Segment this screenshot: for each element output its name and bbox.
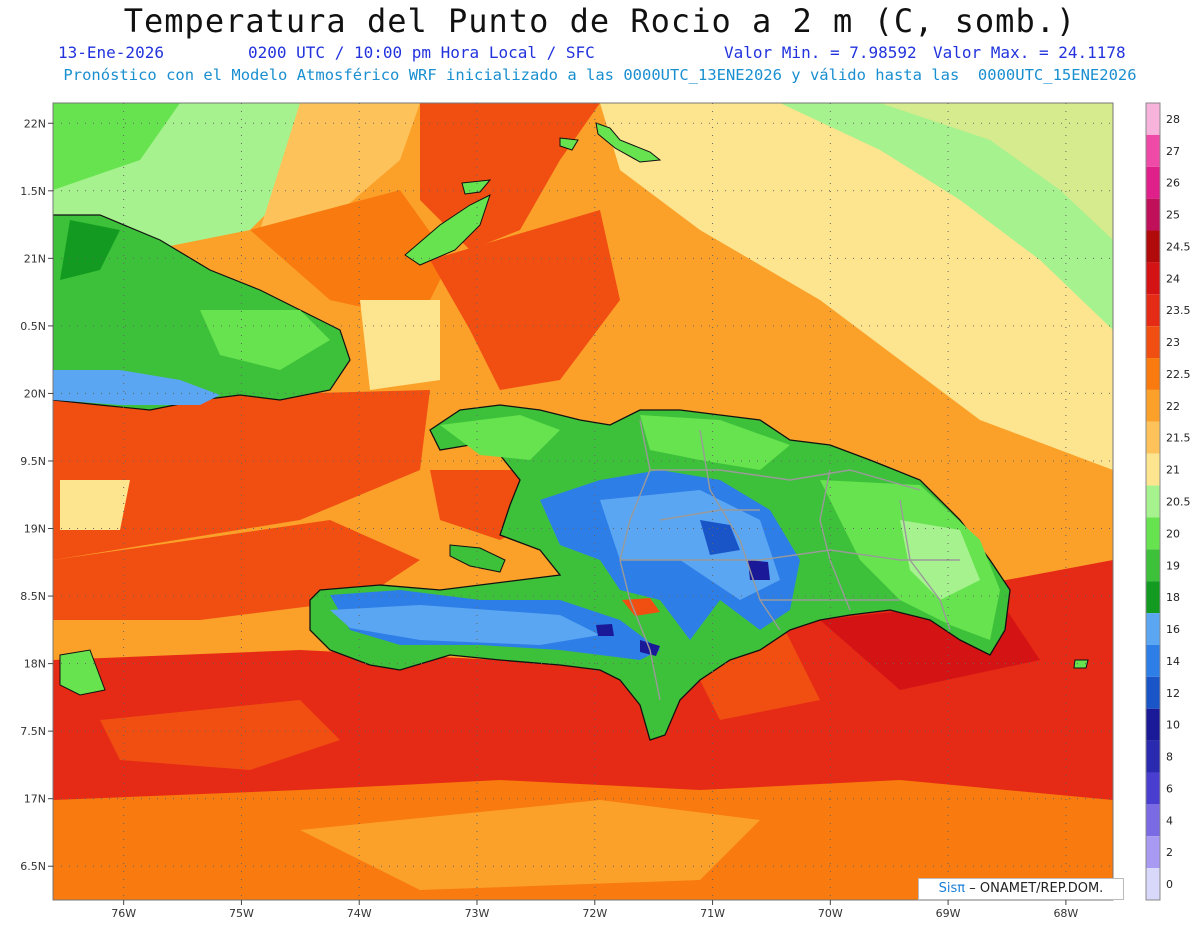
color-legend: 2827262524.52423.52322.52221.52120.52019… — [1145, 102, 1191, 901]
lon-tick-label: 71W — [700, 907, 725, 920]
legend-label: 24 — [1166, 272, 1180, 285]
caicos-islands — [595, 122, 662, 163]
legend-label: 10 — [1166, 719, 1180, 732]
legend-swatch — [1146, 644, 1160, 677]
legend-label: 21.5 — [1166, 432, 1191, 445]
legend-label: 0 — [1166, 878, 1173, 891]
legend-swatch — [1146, 453, 1160, 486]
credit-box: Sisπ – ONAMET/REP.DOM. — [918, 878, 1124, 900]
credit-text: – ONAMET/REP.DOM. — [969, 881, 1104, 896]
legend-swatch — [1146, 198, 1160, 231]
legend-label: 18 — [1166, 591, 1180, 604]
lon-tick-label: 74W — [347, 907, 372, 920]
legend-swatch — [1146, 262, 1160, 295]
legend-label: 26 — [1166, 177, 1180, 190]
lat-tick-label: 21N — [24, 252, 46, 265]
legend-label: 20.5 — [1166, 496, 1191, 509]
forecast-description: Pronóstico con el Modelo Atmosférico WRF… — [63, 66, 1137, 84]
axis-labels: 22N 1.5N 21N 0.5N 20N 9.5N 19N 8.5N 18N 7.5N 17N 6.… — [20, 117, 1078, 920]
map-title: Temperatura del Punto de Rocio a 2 m (C,… — [123, 2, 1077, 40]
province-borders — [619, 419, 960, 701]
lat-tick-label: 8.5N — [20, 590, 46, 603]
lat-tick-label: 0.5N — [20, 320, 46, 333]
graticule — [53, 103, 1113, 900]
plot-frame — [52, 102, 1114, 901]
legend-swatch — [1146, 708, 1160, 741]
legend-swatch — [1146, 549, 1160, 582]
lat-tick-label: 22N — [24, 117, 46, 130]
legend-label: 8 — [1166, 751, 1173, 764]
legend-label: 6 — [1166, 782, 1173, 795]
legend-label: 22.5 — [1166, 368, 1191, 381]
dewpoint-field — [53, 103, 1113, 900]
legend-label: 22 — [1166, 400, 1180, 413]
legend-label: 27 — [1166, 145, 1180, 158]
sispi-logo: Sisπ — [938, 881, 966, 896]
legend-label: 12 — [1166, 687, 1180, 700]
forecast-date: 13-Ene-2026 — [58, 43, 164, 62]
lon-tick-label: 73W — [465, 907, 490, 920]
inagua-island — [404, 194, 491, 266]
legend-swatch — [1146, 166, 1160, 199]
max-value: Valor Max. = 24.1178 — [933, 43, 1126, 62]
legend-swatch — [1146, 230, 1160, 263]
legend-label: 14 — [1166, 655, 1180, 668]
legend-label: 23.5 — [1166, 304, 1191, 317]
legend-swatch — [1146, 836, 1160, 869]
legend-swatch — [1146, 772, 1160, 805]
legend-label: 28 — [1166, 113, 1180, 126]
lat-tick-label: 7.5N — [20, 725, 46, 738]
legend-swatch — [1146, 613, 1160, 645]
legend-label: 2 — [1166, 846, 1173, 859]
lat-tick-label: 9.5N — [20, 455, 46, 468]
lat-tick-label: 6.5N — [20, 860, 46, 873]
lon-tick-label: 69W — [936, 907, 961, 920]
legend-label: 23 — [1166, 336, 1180, 349]
legend-swatch — [1146, 326, 1160, 359]
lat-tick-label: 17N — [24, 793, 46, 806]
legend-swatch — [1146, 740, 1160, 773]
legend-swatch — [1146, 676, 1160, 709]
legend-swatch — [1146, 134, 1160, 167]
legend-swatch — [1146, 103, 1160, 135]
forecast-time: 0200 UTC / 10:00 pm Hora Local / SFC — [248, 43, 595, 62]
legend-label: 16 — [1166, 623, 1180, 636]
lon-tick-label: 75W — [229, 907, 254, 920]
min-value: Valor Min. = 7.98592 — [724, 43, 917, 62]
lon-tick-label: 76W — [111, 907, 136, 920]
legend-swatch — [1146, 868, 1160, 900]
legend-swatch — [1146, 421, 1160, 454]
legend-swatch — [1146, 581, 1160, 614]
legend-swatch — [1146, 485, 1160, 518]
legend-label: 21 — [1166, 464, 1180, 477]
legend-swatch — [1146, 358, 1160, 390]
legend-swatch — [1146, 517, 1160, 550]
lon-tick-label: 68W — [1053, 907, 1078, 920]
lon-tick-label: 70W — [818, 907, 843, 920]
legend-label: 25 — [1166, 209, 1180, 222]
lat-tick-label: 18N — [24, 658, 46, 671]
lat-tick-label: 1.5N — [20, 185, 46, 198]
legend-label: 24.5 — [1166, 240, 1191, 253]
legend-label: 4 — [1166, 814, 1173, 827]
jamaica-edge — [59, 649, 106, 696]
gonave-island — [449, 544, 506, 573]
legend-label: 20 — [1166, 527, 1180, 540]
legend-swatch — [1146, 804, 1160, 837]
legend-frame — [1145, 102, 1161, 901]
legend-label: 19 — [1166, 559, 1180, 572]
lat-tick-label: 20N — [24, 387, 46, 400]
legend-swatch — [1146, 389, 1160, 422]
lon-tick-label: 72W — [582, 907, 607, 920]
legend-swatch — [1146, 294, 1160, 327]
lat-tick-label: 19N — [24, 523, 46, 536]
